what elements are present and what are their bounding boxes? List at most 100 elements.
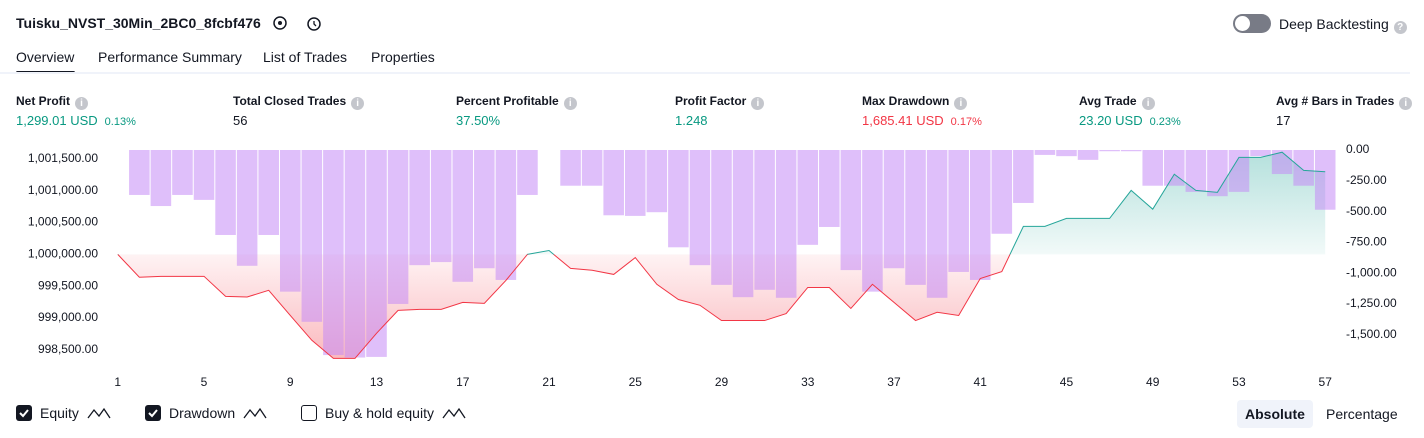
x-tick-label: 53 [1232,375,1246,389]
legend-label: Equity [40,405,79,421]
drawdown-bar [819,150,840,227]
tab[interactable]: Performance Summary [98,49,242,65]
drawdown-bar [775,150,797,298]
toggle-text: Deep Backtesting [1279,16,1389,32]
metric-label: Total Closed Trades i [233,94,365,110]
drawdown-bar [883,150,905,269]
drawdown-bar [1207,150,1228,197]
drawdown-bar [474,150,495,269]
info-icon[interactable]: i [1141,97,1155,110]
x-tick-label: 37 [887,375,901,389]
y2-tick-label: 0.00 [1346,142,1370,156]
legend-item[interactable]: Equity [16,405,111,421]
metric-value: 1,299.01 USD 0.13% [16,113,136,128]
metric-value: 1.248 [675,113,708,128]
drawdown-bar [1013,150,1034,203]
drawdown-bar [1099,150,1120,152]
info-icon[interactable]: i [75,97,88,110]
drawdown-bar [366,150,387,357]
drawdown-bar [129,150,150,195]
drawdown-bar [797,150,819,245]
drawdown-bar [409,150,430,266]
drawdown-bar [689,150,711,266]
drawdown-bar [560,150,581,186]
drawdown-bar [1293,150,1314,186]
y2-tick-label: -250.00 [1346,173,1387,187]
info-icon[interactable]: i [563,97,577,110]
legend-item[interactable]: Drawdown [145,405,267,421]
legend-icon [243,405,267,421]
y2-tick-label: -1,000.00 [1346,265,1397,279]
metric-label: Profit Factor i [675,94,765,110]
x-tick-label: 1 [114,375,121,389]
drawdown-bar [926,150,948,298]
info-icon[interactable]: i [751,97,765,110]
metric-number: 1.248 [675,113,708,128]
info-icon[interactable]: i [351,97,365,110]
checkbox[interactable] [301,405,317,421]
scale-option[interactable]: Absolute [1237,400,1313,428]
drawdown-bar [581,150,603,186]
legend-item[interactable]: Buy & hold equity [301,405,466,421]
drawdown-bar [1034,150,1056,155]
drawdown-bar [344,150,366,358]
legend-label: Drawdown [169,405,236,421]
legend-icon [87,405,111,421]
metric-percent: 0.23% [1149,116,1181,128]
x-tick-label: 33 [801,375,815,389]
legend-icon [442,405,466,421]
drawdown-bar [1142,150,1164,186]
drawdown-bar [193,150,215,200]
drawdown-bar [1250,150,1271,157]
metric-value: 1,685.41 USD 0.17% [862,113,982,128]
info-icon[interactable]: i [954,97,968,110]
metric-value: 23.20 USD 0.23% [1079,113,1181,128]
metric-number: 23.20 USD [1079,113,1143,128]
metric-number: 1,299.01 USD [16,113,98,128]
header-icons[interactable] [271,14,331,34]
legend-label: Buy & hold equity [325,405,434,421]
x-tick-label: 5 [201,375,208,389]
tab[interactable]: Overview [16,49,75,65]
y-tick-label: 999,500.00 [38,278,98,292]
drawdown-bar [1077,150,1099,160]
drawdown-bar [624,150,646,216]
drawdown-bar [754,150,775,290]
checkbox[interactable] [16,405,32,421]
x-tick-label: 9 [287,375,294,389]
drawdown-bar [991,150,1013,234]
y-tick-label: 998,500.00 [38,342,98,356]
scale-option[interactable]: Percentage [1326,406,1398,422]
drawdown-bar [646,150,668,213]
drawdown-bar [948,150,969,272]
metric-label: Avg Trade i [1079,94,1155,110]
toggle[interactable] [1233,14,1271,33]
x-tick-label: 13 [370,375,384,389]
y-tick-label: 1,000,000.00 [28,247,98,261]
metric-label: Percent Profitable i [456,94,577,110]
x-tick-label: 57 [1319,375,1333,389]
drawdown-bar [905,150,926,285]
info-icon[interactable]: i [1399,97,1413,110]
y-tick-label: 1,001,000.00 [28,183,98,197]
metric-value: 17 [1276,113,1290,128]
y2-tick-label: -750.00 [1346,235,1387,249]
checkbox[interactable] [145,405,161,421]
drawdown-bar [387,150,409,304]
drawdown-bar [215,150,236,235]
y-tick-label: 1,000,500.00 [28,215,98,229]
metric-value: 37.50% [456,113,500,128]
y2-tick-label: -500.00 [1346,204,1387,218]
x-tick-label: 25 [629,375,643,389]
tab[interactable]: Properties [371,49,435,65]
x-tick-label: 17 [456,375,470,389]
tab[interactable]: List of Trades [263,49,348,65]
drawdown-bar [1120,150,1142,152]
drawdown-bar [301,150,323,322]
drawdown-bar [862,150,883,292]
drawdown-bar [236,150,258,266]
toggle-label: Deep Backtesting? [1279,16,1407,34]
metric-label: Max Drawdown i [862,94,968,110]
drawdown-bar [603,150,624,216]
metric-number: 1,685.41 USD [862,113,944,128]
